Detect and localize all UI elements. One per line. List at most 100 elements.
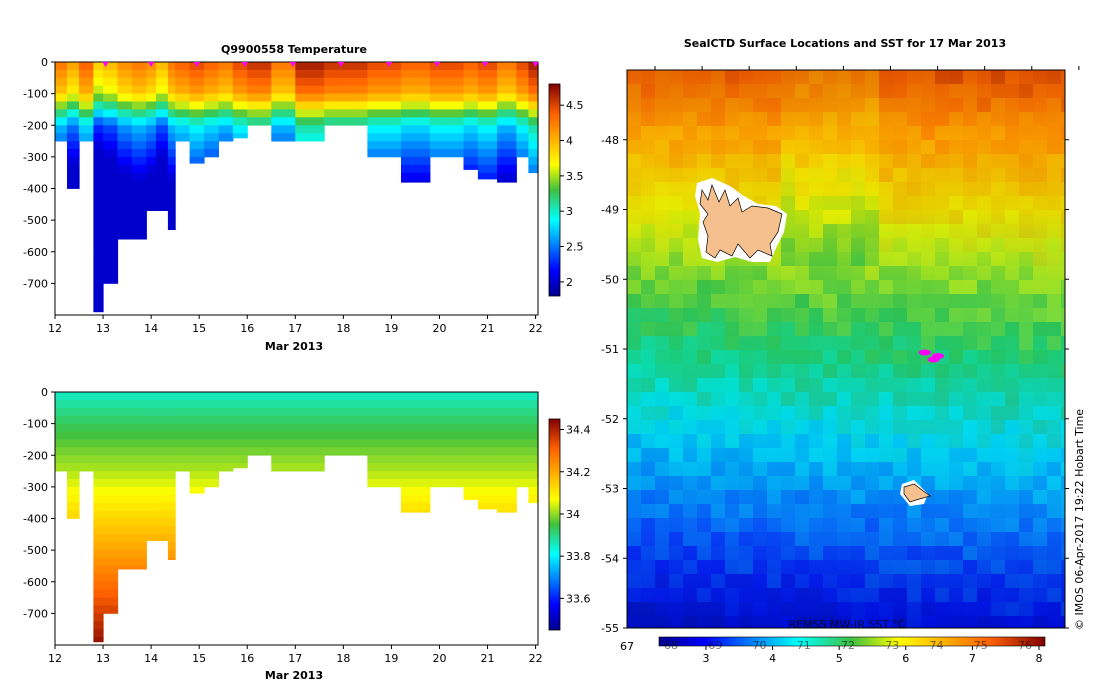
sst-cell [1047,574,1061,588]
section-cell [477,77,498,87]
sst-cell [935,378,949,392]
sst-cell [963,126,977,140]
sst-cell [963,224,977,238]
sst-cell [963,532,977,546]
section-cell [367,77,402,87]
sst-cell [739,504,753,518]
sst-cell [977,406,991,420]
sst-cell [627,308,641,322]
sst-cell [809,126,823,140]
sst-cell [1005,168,1019,182]
sst-cell [767,616,781,628]
section-cell [146,471,157,480]
sst-cell [809,616,823,628]
sst-cell [1047,154,1061,168]
sst-cell [711,462,725,476]
section-cell [103,565,119,575]
sst-cell [823,336,837,350]
section-cell [67,502,80,511]
section-cell [204,133,219,142]
sst-cell [627,84,641,98]
sst-cell [1005,420,1019,434]
section-cell [429,141,465,150]
section-cell [204,463,219,472]
sst-cell [711,434,725,448]
section-cell [146,188,157,197]
section-cell [497,172,517,181]
sst-cell [1061,490,1065,504]
sst-cell [739,364,753,378]
sst-cell [907,112,921,126]
section-cell [93,172,104,181]
sst-cell [683,560,697,574]
section-cell [146,85,157,94]
section-cell [67,431,80,440]
section-cell [55,125,68,134]
section-cell [93,204,104,213]
section-cell [232,93,248,102]
sst-cell [1019,518,1033,532]
profile-marker [386,62,393,67]
sst-cell [949,560,963,574]
sst-cell [683,616,697,628]
sst-cell [795,364,809,378]
sst-colorbar-faint-label: 76 [1018,639,1032,652]
section-cell [79,463,94,472]
section-cell [155,62,169,71]
colorbar-tick-label: 3 [566,205,573,218]
section-cell [167,542,176,551]
section-cell [103,172,119,181]
sst-cell [627,448,641,462]
section-cell [204,455,219,464]
sst-cell [697,308,711,322]
section-cell [497,77,517,87]
sst-cell [781,364,795,378]
sst-colorbar-faint-label: 68 [664,639,678,652]
section-cell [103,486,119,496]
sst-cell [1033,168,1047,182]
sst-cell [935,224,949,238]
sst-cell [1019,392,1033,406]
section-cell [117,407,133,417]
sst-cell [879,154,893,168]
sst-cell [921,196,935,210]
section-cell [67,392,80,401]
sst-cell [837,322,851,336]
sst-colorbar-faint-label: 69 [708,639,722,652]
section-cell [232,439,248,448]
sst-cell [921,266,935,280]
sst-cell [627,546,641,560]
section-cell [497,502,517,511]
section-cell [463,69,479,79]
section-cell [497,447,517,456]
sst-cell [627,154,641,168]
section-cell [167,510,176,519]
section-cell [189,149,205,158]
sst-cell [851,70,865,84]
sst-cell [921,476,935,490]
sst-cell [767,112,781,126]
section-cell [103,573,119,583]
section-cell [497,471,517,480]
sst-cell [935,406,949,420]
sst-cell [823,392,837,406]
map-top-ticks [654,66,1080,70]
sst-cell [795,210,809,224]
section-cell [175,85,191,94]
y-tick-label: -600 [23,246,48,259]
sst-cell [851,196,865,210]
section-cell [516,399,529,409]
section-cell [204,93,219,102]
section-cell [401,180,431,183]
sst-cell [907,98,921,112]
sst-cell [655,196,669,210]
sst-cell [669,448,683,462]
section-cell [324,62,368,71]
sst-cell [739,294,753,308]
sst-cell [935,504,949,518]
sst-cell [669,378,683,392]
section-cell [93,479,104,488]
sst-cell [1019,350,1033,364]
section-cell [247,117,272,126]
